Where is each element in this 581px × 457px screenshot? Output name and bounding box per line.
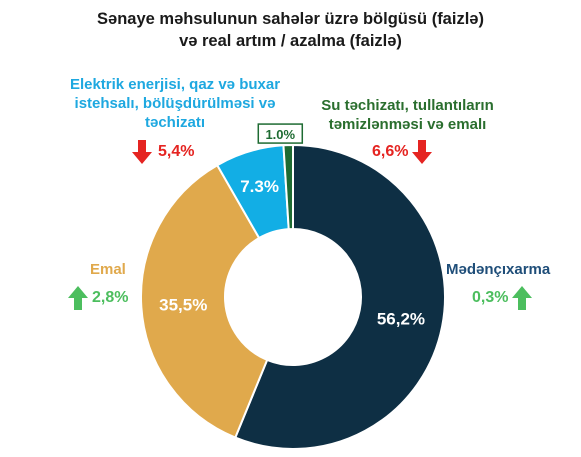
category-label-electricity-line-2: istehsalı, bölüşdürülməsi və [74,95,276,112]
category-label-electricity-line-1: Elektrik enerjisi, qaz və buxar [69,76,281,93]
chart-title: Sənaye məhsulunun sahələr üzrə bölgüsü (… [0,8,581,52]
donut-slice-manufacturing [140,163,269,439]
change-mining-value: 0,3% [472,289,509,306]
category-label-mining-line-1: Mədənçıxarma [446,261,551,278]
change-water-value: 6,6% [372,143,409,160]
chart-title-line-2: və real artım / azalma (faizlə) [179,32,402,50]
category-label-electricity-line-3: təchizatı [144,114,205,131]
category-label-water-line-1: Su təchizatı, tullantıların [321,97,494,114]
donut-slice-water [282,143,294,231]
chart-title-line-1: Sənaye məhsulunun sahələr üzrə bölgüsü (… [97,10,484,28]
change-manufacturing-value: 2,8% [92,289,129,306]
change-electricity-value: 5,4% [158,143,195,160]
arrow-down-icon [412,140,433,164]
arrow-down-icon [132,140,152,164]
change-water: 6,6% [372,140,433,164]
category-label-manufacturing-line-1: Emal [90,261,126,278]
donut-slice-mining [233,143,446,450]
category-label-water-line-2: təmizlənməsi və emalı [328,116,487,133]
change-manufacturing: 2,8% [68,286,128,310]
category-label-electricity: Elektrik enerjisi, qaz və buxar istehsal… [40,75,310,132]
category-label-mining: Mədənçıxarma [446,260,550,279]
data-label-manufacturing: 35,5% [159,295,207,314]
category-label-manufacturing: Emal [90,260,126,279]
arrow-up-icon [512,286,533,310]
change-mining: 0,3% [472,286,533,310]
data-label-box-water [257,123,304,144]
data-label-water: 1.0% [265,127,295,142]
data-label-electricity: 7.3% [240,177,279,196]
category-label-water: Su təchizatı, tullantıların təmizlənməsi… [300,96,515,134]
data-label-mining: 56,2% [377,309,425,328]
change-electricity: 5,4% [132,140,194,164]
arrow-up-icon [68,286,88,310]
